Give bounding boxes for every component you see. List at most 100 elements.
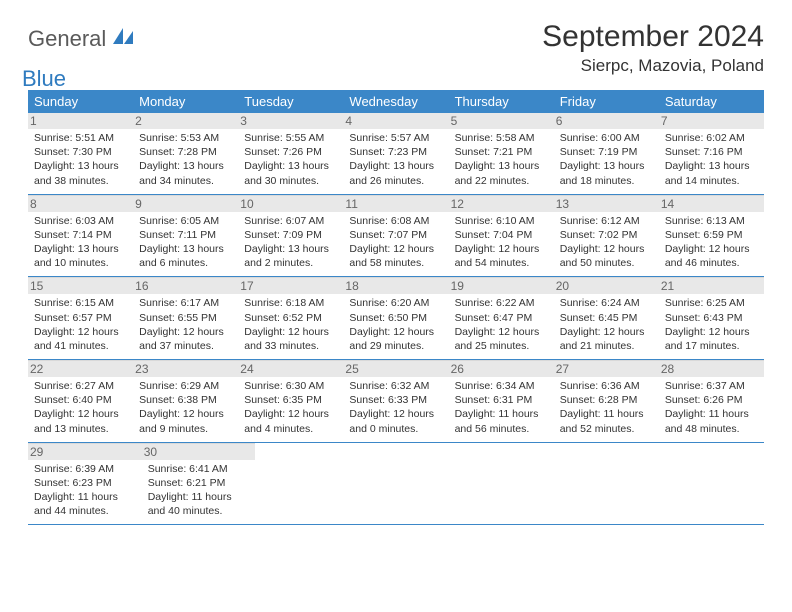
day-info: Sunrise: 5:55 AMSunset: 7:26 PMDaylight:… [244, 131, 337, 188]
day-number: 17 [238, 278, 343, 294]
day-cell: 3 Sunrise: 5:55 AMSunset: 7:26 PMDaylight… [238, 113, 343, 194]
day-cell: 16 Sunrise: 6:17 AMSunset: 6:55 PMDayligh… [133, 277, 238, 359]
day-number: 20 [554, 278, 659, 294]
day-info: Sunrise: 6:37 AMSunset: 6:26 PMDaylight:… [665, 379, 758, 436]
day-cell: 10 Sunrise: 6:07 AMSunset: 7:09 PMDayligh… [238, 195, 343, 277]
day-info: Sunrise: 6:18 AMSunset: 6:52 PMDaylight:… [244, 296, 337, 353]
day-info: Sunrise: 6:02 AMSunset: 7:16 PMDaylight:… [665, 131, 758, 188]
day-info: Sunrise: 6:29 AMSunset: 6:38 PMDaylight:… [139, 379, 232, 436]
week-row: 29Sunrise: 6:39 AMSunset: 6:23 PMDayligh… [28, 443, 764, 526]
day-info: Sunrise: 6:41 AMSunset: 6:21 PMDaylight:… [148, 462, 250, 519]
day-info: Sunrise: 5:58 AMSunset: 7:21 PMDaylight:… [455, 131, 548, 188]
day-cell: 7Sunrise: 6:02 AMSunset: 7:16 PMDaylight… [659, 113, 764, 194]
empty-cell [662, 443, 764, 525]
day-cell: 18 Sunrise: 6:20 AMSunset: 6:50 PMDayligh… [343, 277, 448, 359]
week-row: 15 Sunrise: 6:15 AMSunset: 6:57 PMDayligh… [28, 277, 764, 360]
weekday-header: Monday [133, 90, 238, 113]
day-cell: 22 Sunrise: 6:27 AMSunset: 6:40 PMDayligh… [28, 360, 133, 442]
day-number: 1 [28, 113, 133, 129]
day-number: 6 [554, 113, 659, 129]
day-cell: 1 Sunrise: 5:51 AMSunset: 7:30 PMDaylight… [28, 113, 133, 194]
weeks-container: 1 Sunrise: 5:51 AMSunset: 7:30 PMDaylight… [28, 113, 764, 525]
day-number: 22 [28, 361, 133, 377]
weekday-header: Saturday [659, 90, 764, 113]
day-number: 4 [343, 113, 448, 129]
day-number: 24 [238, 361, 343, 377]
day-info: Sunrise: 6:15 AMSunset: 6:57 PMDaylight:… [34, 296, 127, 353]
logo-word2: Blue [22, 66, 66, 91]
day-number: 13 [554, 196, 659, 212]
day-number: 16 [133, 278, 238, 294]
day-number: 9 [133, 196, 238, 212]
day-number: 8 [28, 196, 133, 212]
day-cell: 23 Sunrise: 6:29 AMSunset: 6:38 PMDayligh… [133, 360, 238, 442]
day-cell: 20Sunrise: 6:24 AMSunset: 6:45 PMDayligh… [554, 277, 659, 359]
day-number: 18 [343, 278, 448, 294]
day-info: Sunrise: 6:36 AMSunset: 6:28 PMDaylight:… [560, 379, 653, 436]
day-info: Sunrise: 6:20 AMSunset: 6:50 PMDaylight:… [349, 296, 442, 353]
day-number: 26 [449, 361, 554, 377]
day-number: 21 [659, 278, 764, 294]
day-number: 29 [28, 444, 142, 460]
day-number: 19 [449, 278, 554, 294]
day-cell: 13 Sunrise: 6:12 AMSunset: 7:02 PMDayligh… [554, 195, 659, 277]
day-cell: 6 Sunrise: 6:00 AMSunset: 7:19 PMDaylight… [554, 113, 659, 194]
weekday-header: Friday [554, 90, 659, 113]
day-cell: 14Sunrise: 6:13 AMSunset: 6:59 PMDayligh… [659, 195, 764, 277]
day-number: 27 [554, 361, 659, 377]
logo-word1: General [28, 26, 106, 51]
day-info: Sunrise: 6:32 AMSunset: 6:33 PMDaylight:… [349, 379, 442, 436]
day-cell: 17 Sunrise: 6:18 AMSunset: 6:52 PMDayligh… [238, 277, 343, 359]
day-cell: 4Sunrise: 5:57 AMSunset: 7:23 PMDaylight… [343, 113, 448, 194]
calendar: SundayMondayTuesdayWednesdayThursdayFrid… [28, 90, 764, 525]
day-cell: 8 Sunrise: 6:03 AMSunset: 7:14 PMDaylight… [28, 195, 133, 277]
day-info: Sunrise: 6:00 AMSunset: 7:19 PMDaylight:… [560, 131, 653, 188]
day-info: Sunrise: 6:03 AMSunset: 7:14 PMDaylight:… [34, 214, 127, 271]
empty-cell [357, 443, 459, 525]
empty-cell [459, 443, 561, 525]
day-cell: 2Sunrise: 5:53 AMSunset: 7:28 PMDaylight… [133, 113, 238, 194]
empty-cell [561, 443, 663, 525]
day-number: 12 [449, 196, 554, 212]
day-cell: 5 Sunrise: 5:58 AMSunset: 7:21 PMDaylight… [449, 113, 554, 194]
day-info: Sunrise: 6:17 AMSunset: 6:55 PMDaylight:… [139, 296, 232, 353]
day-cell: 21 Sunrise: 6:25 AMSunset: 6:43 PMDayligh… [659, 277, 764, 359]
day-info: Sunrise: 6:25 AMSunset: 6:43 PMDaylight:… [665, 296, 758, 353]
day-cell: 28 Sunrise: 6:37 AMSunset: 6:26 PMDayligh… [659, 360, 764, 442]
day-number: 3 [238, 113, 343, 129]
weekday-header: Wednesday [343, 90, 448, 113]
week-row: 8 Sunrise: 6:03 AMSunset: 7:14 PMDaylight… [28, 195, 764, 278]
day-info: Sunrise: 6:07 AMSunset: 7:09 PMDaylight:… [244, 214, 337, 271]
day-number: 10 [238, 196, 343, 212]
day-info: Sunrise: 5:51 AMSunset: 7:30 PMDaylight:… [34, 131, 127, 188]
logo-sail-icon [113, 33, 135, 50]
day-number: 15 [28, 278, 133, 294]
weekday-header: Tuesday [238, 90, 343, 113]
weekday-header: Thursday [449, 90, 554, 113]
day-cell: 30 Sunrise: 6:41 AMSunset: 6:21 PMDayligh… [142, 443, 256, 525]
day-info: Sunrise: 6:30 AMSunset: 6:35 PMDaylight:… [244, 379, 337, 436]
day-info: Sunrise: 6:12 AMSunset: 7:02 PMDaylight:… [560, 214, 653, 271]
day-cell: 9Sunrise: 6:05 AMSunset: 7:11 PMDaylight… [133, 195, 238, 277]
day-number: 28 [659, 361, 764, 377]
day-number: 5 [449, 113, 554, 129]
day-number: 25 [343, 361, 448, 377]
day-info: Sunrise: 6:22 AMSunset: 6:47 PMDaylight:… [455, 296, 548, 353]
day-info: Sunrise: 6:10 AMSunset: 7:04 PMDaylight:… [455, 214, 548, 271]
day-number: 11 [343, 196, 448, 212]
location-text: Sierpc, Mazovia, Poland [542, 56, 764, 76]
empty-cell [255, 443, 357, 525]
header: General Blue September 2024 Sierpc, Mazo… [28, 20, 764, 78]
day-number: 23 [133, 361, 238, 377]
week-row: 22 Sunrise: 6:27 AMSunset: 6:40 PMDayligh… [28, 360, 764, 443]
day-info: Sunrise: 6:34 AMSunset: 6:31 PMDaylight:… [455, 379, 548, 436]
day-cell: 12 Sunrise: 6:10 AMSunset: 7:04 PMDayligh… [449, 195, 554, 277]
title-block: September 2024 Sierpc, Mazovia, Poland [542, 20, 764, 76]
day-cell: 11 Sunrise: 6:08 AMSunset: 7:07 PMDayligh… [343, 195, 448, 277]
day-number: 30 [142, 444, 256, 460]
day-cell: 19 Sunrise: 6:22 AMSunset: 6:47 PMDayligh… [449, 277, 554, 359]
day-info: Sunrise: 6:27 AMSunset: 6:40 PMDaylight:… [34, 379, 127, 436]
day-info: Sunrise: 6:13 AMSunset: 6:59 PMDaylight:… [665, 214, 758, 271]
day-cell: 27 Sunrise: 6:36 AMSunset: 6:28 PMDayligh… [554, 360, 659, 442]
day-info: Sunrise: 6:08 AMSunset: 7:07 PMDaylight:… [349, 214, 442, 271]
